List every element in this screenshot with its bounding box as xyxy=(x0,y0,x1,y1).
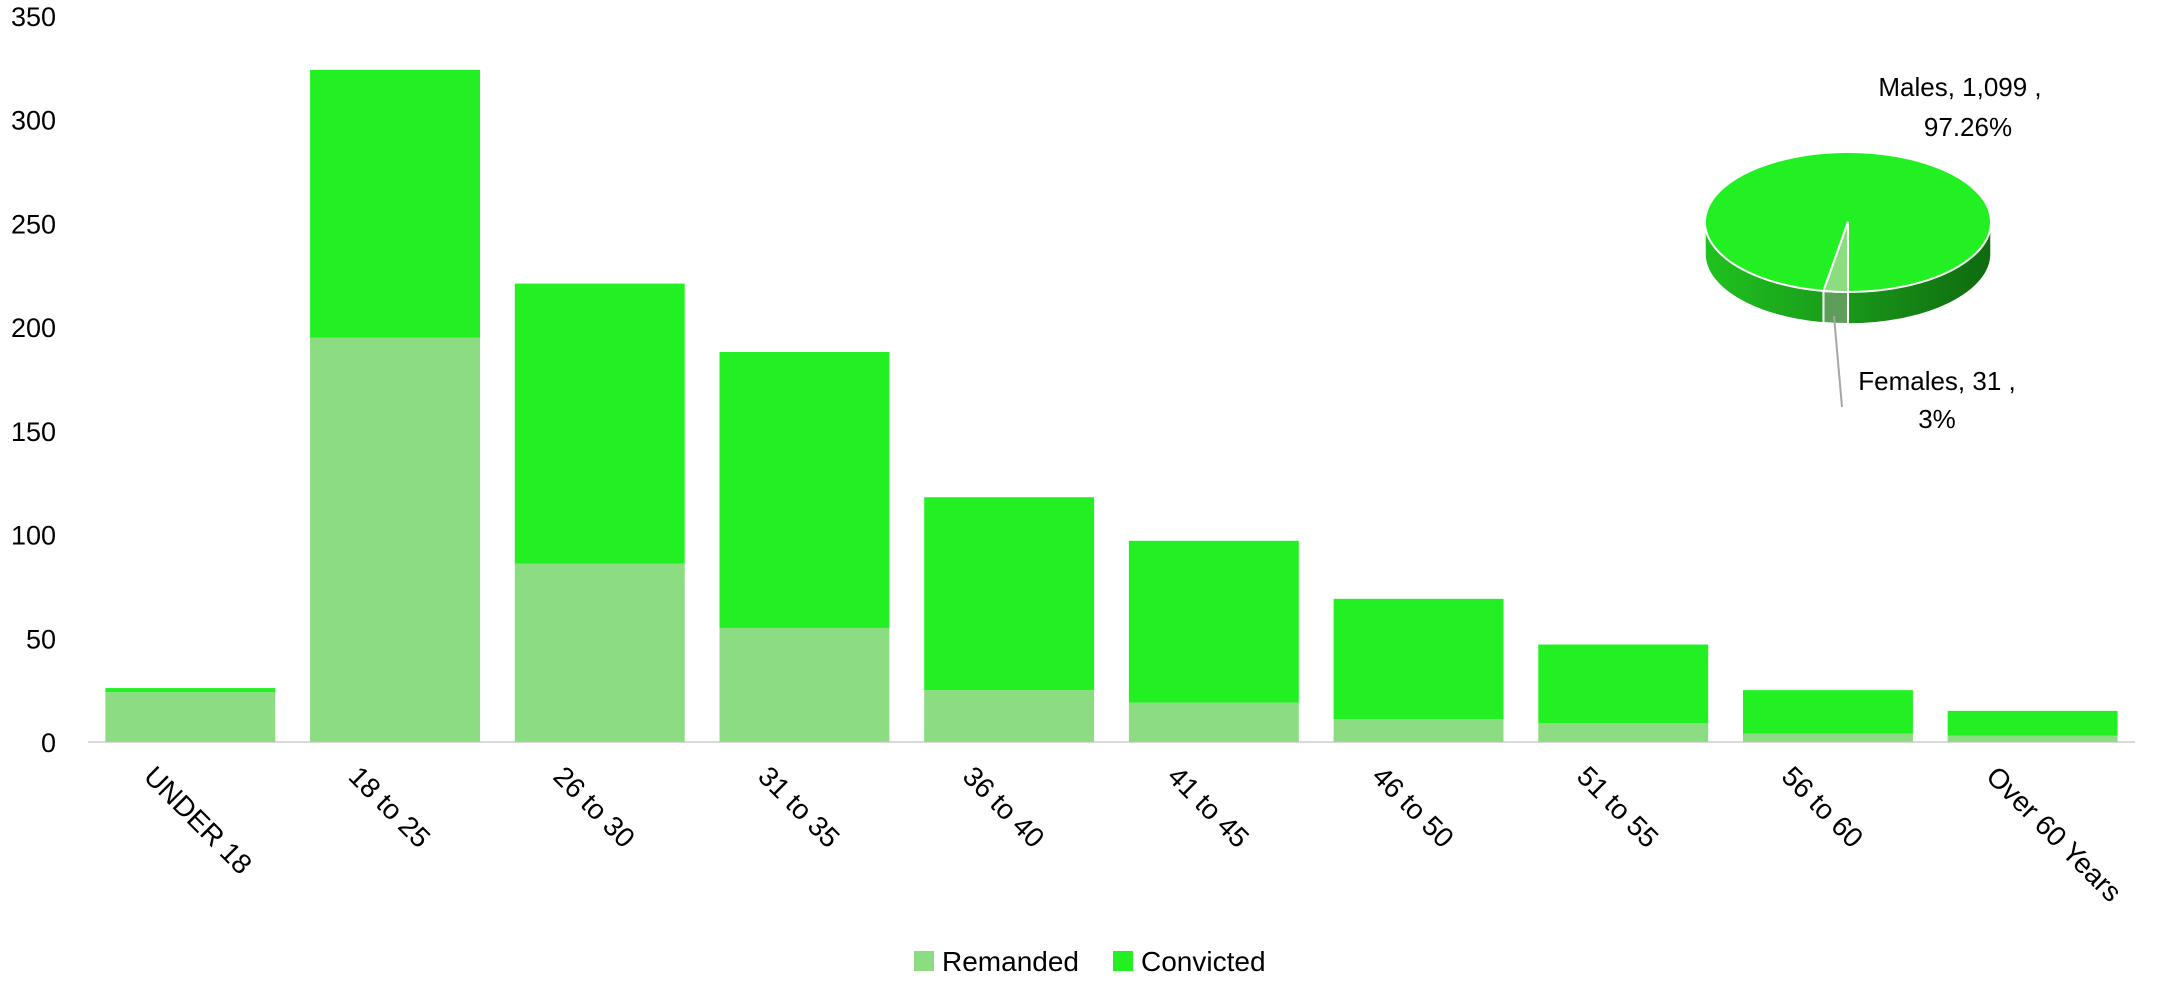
x-axis-labels: UNDER 18 18 to 25 26 to 30 31 to 35 36 to 40… xyxy=(138,760,2128,907)
bars xyxy=(105,69,2118,742)
bar-convicted-2 xyxy=(514,283,685,564)
bar-convicted-8 xyxy=(1743,690,1913,734)
bar-remanded-4 xyxy=(924,690,1095,742)
x-tick-label: UNDER 18 xyxy=(138,760,258,880)
pie-label-males-line1: Males, 1,099 , xyxy=(1878,72,2041,102)
x-tick-label: 18 to 25 xyxy=(343,760,436,853)
legend-label-remanded: Remanded xyxy=(942,946,1079,977)
bar-convicted-7 xyxy=(1538,644,1709,724)
bar-remanded-7 xyxy=(1538,723,1709,742)
bar-remanded-9 xyxy=(1947,735,2118,742)
y-axis: 0 50 100 150 200 250 300 350 xyxy=(11,2,56,758)
legend-swatch-remanded xyxy=(914,951,934,971)
bar-convicted-0 xyxy=(105,688,276,693)
x-tick-label: 36 to 40 xyxy=(957,760,1050,853)
gender-pie: Males, 1,099 , 97.26% Females, 31 , 3% xyxy=(1704,72,2042,434)
bar-convicted-1 xyxy=(310,69,480,338)
bar-remanded-3 xyxy=(719,627,890,742)
pie-label-males-line2: 97.26% xyxy=(1924,112,2012,142)
bar-remanded-8 xyxy=(1743,733,1913,742)
pie-label-females-line2: 3% xyxy=(1918,404,1956,434)
bar-convicted-5 xyxy=(1128,540,1299,703)
x-tick-label: 41 to 45 xyxy=(1162,760,1255,853)
y-tick-label: 300 xyxy=(11,106,56,136)
y-tick-label: 50 xyxy=(26,624,56,654)
bar-convicted-3 xyxy=(719,352,890,628)
bar-convicted-4 xyxy=(924,497,1095,691)
y-tick-label: 250 xyxy=(11,209,56,239)
bar-remanded-1 xyxy=(310,337,480,742)
x-tick-label: Over 60 Years xyxy=(1980,760,2127,907)
bar-remanded-0 xyxy=(105,692,276,742)
pie-slice-females-side xyxy=(1822,289,1849,326)
bar-convicted-9 xyxy=(1947,710,2118,736)
pie-leader-line xyxy=(1833,315,1843,408)
pie-slice-females xyxy=(1822,221,1849,294)
bar-remanded-6 xyxy=(1333,719,1504,742)
legend-label-convicted: Convicted xyxy=(1141,946,1266,977)
x-tick-label: 31 to 35 xyxy=(752,760,845,853)
bar-remanded-5 xyxy=(1128,702,1299,742)
bar-remanded-2 xyxy=(514,563,685,742)
y-tick-label: 0 xyxy=(41,728,56,758)
pie-label-females-line1: Females, 31 , xyxy=(1858,366,2016,396)
x-tick-label: 26 to 30 xyxy=(548,760,641,853)
bar-convicted-6 xyxy=(1333,598,1504,720)
x-tick-label: 51 to 55 xyxy=(1571,760,1664,853)
x-tick-label: 56 to 60 xyxy=(1776,760,1869,853)
x-tick-label: 46 to 50 xyxy=(1366,760,1459,853)
y-tick-label: 200 xyxy=(11,313,56,343)
y-tick-label: 150 xyxy=(11,417,56,447)
y-tick-label: 100 xyxy=(11,521,56,551)
legend: Remanded Convicted xyxy=(914,946,1266,977)
y-tick-label: 350 xyxy=(11,2,56,32)
legend-swatch-convicted xyxy=(1113,951,1133,971)
